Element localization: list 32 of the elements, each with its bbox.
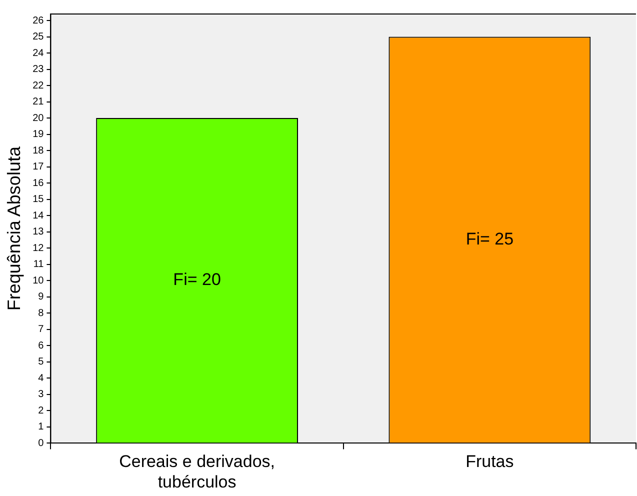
y-tick-label: 4 <box>38 372 44 384</box>
x-tick-label: Frutas <box>466 452 514 472</box>
y-tick-label: 16 <box>32 178 44 189</box>
y-tick-label: 20 <box>32 112 44 124</box>
y-tick-label: 7 <box>38 324 44 336</box>
data-label: Fi= 25 <box>466 229 514 248</box>
y-tick-label: 6 <box>38 340 44 352</box>
y-tick-label: 9 <box>38 292 44 303</box>
x-tick-label: Cereais e derivados, tubérculos <box>119 452 276 492</box>
y-tick-label: 22 <box>32 80 44 92</box>
y-tick-label: 17 <box>32 162 44 173</box>
y-tick-label: 13 <box>32 226 44 238</box>
y-tick-label: 2 <box>38 405 44 416</box>
y-tick-label: 21 <box>32 96 44 108</box>
y-tick-label: 26 <box>32 15 44 26</box>
y-axis-title: Frequência Absoluta <box>4 146 24 311</box>
y-tick-label: 19 <box>32 129 44 140</box>
y-tick-label: 5 <box>38 356 44 368</box>
y-tick-label: 15 <box>32 194 44 206</box>
y-tick-label: 25 <box>32 32 44 43</box>
y-tick-label: 10 <box>32 275 44 286</box>
y-tick-label: 12 <box>32 242 44 254</box>
y-tick-label: 1 <box>38 422 44 433</box>
y-tick-label: 23 <box>32 64 44 76</box>
y-tick-label: 18 <box>32 145 44 156</box>
y-tick-label: 14 <box>32 210 44 222</box>
y-tick-label: 3 <box>38 389 44 400</box>
y-tick-label: 0 <box>38 438 44 449</box>
y-tick-label: 11 <box>33 259 44 270</box>
y-tick-label: 24 <box>32 48 44 59</box>
data-label: Fi= 20 <box>173 270 221 290</box>
y-tick-label: 8 <box>38 308 44 319</box>
